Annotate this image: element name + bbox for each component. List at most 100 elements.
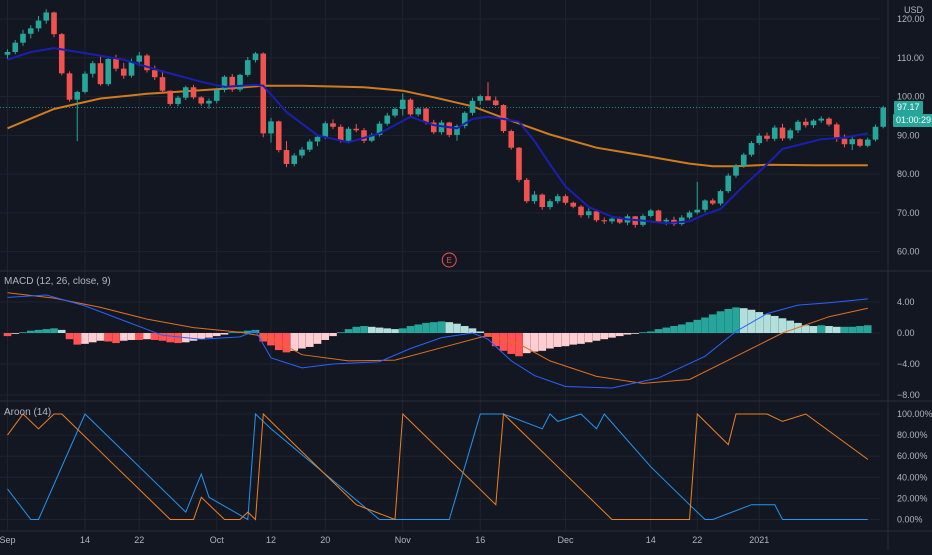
macd-histogram-bar	[282, 333, 291, 353]
macd-histogram-bar	[158, 333, 167, 341]
candle-body	[260, 53, 267, 134]
candle-body	[120, 68, 127, 76]
candle-body	[268, 121, 274, 134]
macd-histogram-bar	[577, 333, 585, 344]
candle	[237, 73, 243, 92]
candle	[89, 60, 96, 78]
candle-body	[795, 121, 801, 131]
candle-body	[810, 120, 817, 126]
aroon-up-line	[7, 412, 869, 521]
candle-body	[159, 77, 166, 91]
macd-histogram-bar	[305, 333, 314, 347]
macd-pane-label[interactable]: MACD (12, 26, close, 9)	[4, 276, 111, 287]
macd-histogram-bar	[460, 326, 469, 333]
macd-histogram-bar	[437, 321, 446, 333]
candle-body	[252, 53, 259, 61]
candle-body	[554, 196, 561, 202]
candle	[66, 71, 73, 102]
aroon-down-line	[7, 412, 868, 521]
time-tick-label: 2021	[749, 535, 769, 545]
macd-histogram-bar	[778, 318, 787, 333]
candle-body	[430, 122, 437, 133]
candle	[756, 133, 763, 146]
macd-histogram-bar	[391, 329, 399, 333]
macd-histogram-bar	[832, 326, 841, 333]
candle	[51, 11, 57, 38]
candle-body	[562, 196, 569, 203]
candle-body	[306, 141, 313, 150]
candle-body	[454, 126, 460, 135]
macd-histogram-bar	[685, 322, 694, 333]
candle-body	[717, 191, 724, 204]
candle	[299, 146, 305, 159]
macd-histogram-bar	[81, 333, 89, 344]
candle-body	[314, 136, 321, 142]
macd-histogram-bar	[507, 333, 516, 354]
macd-histogram-bar	[429, 322, 438, 333]
time-tick-label: Sep	[0, 535, 16, 545]
price-tick-label: 70.00	[897, 208, 920, 218]
candle-body	[244, 60, 251, 75]
macd-histogram-bar	[150, 333, 159, 340]
candle-body	[849, 139, 856, 145]
candle	[694, 181, 701, 215]
candle-body	[376, 123, 383, 135]
candle-body	[523, 179, 530, 202]
macd-histogram-bar	[631, 333, 640, 334]
candle	[27, 25, 34, 39]
candle-body	[330, 123, 336, 127]
candle	[35, 15, 42, 32]
macd-histogram-bar	[143, 333, 151, 340]
candle-body	[585, 211, 592, 216]
candle	[213, 87, 220, 104]
candle	[446, 121, 453, 138]
macd-histogram-bar	[546, 333, 554, 349]
candle	[221, 75, 228, 93]
candle	[764, 132, 770, 142]
candle-body	[663, 219, 670, 222]
candle	[872, 124, 879, 142]
candle	[244, 57, 251, 77]
candle-body	[864, 139, 871, 146]
candle-body	[58, 34, 65, 74]
candle	[345, 126, 352, 144]
candle	[601, 217, 608, 225]
macd-histogram-bar	[298, 333, 306, 349]
macd-signal-line	[7, 292, 868, 384]
macd-histogram-bar	[259, 333, 268, 342]
candle-body	[221, 76, 228, 90]
macd-histogram-bar	[538, 333, 547, 351]
candle-body	[407, 99, 414, 115]
macd-histogram-bar	[329, 333, 337, 337]
aroon-layer	[7, 412, 869, 521]
aroon-pane-label[interactable]: Aroon (14)	[4, 407, 52, 418]
macd-histogram-bar	[476, 331, 485, 333]
macd-histogram-bar	[770, 315, 779, 333]
currency-label: USD	[904, 5, 924, 15]
candle	[407, 98, 414, 117]
candle	[554, 193, 561, 204]
time-tick-label: 16	[475, 535, 485, 545]
macd-histogram-bar	[755, 312, 764, 333]
candle	[58, 32, 65, 76]
candle-body	[616, 218, 623, 223]
candle-body	[655, 210, 662, 222]
macd-histogram-bar	[375, 327, 384, 333]
candle-body	[384, 115, 391, 124]
candle-body	[833, 124, 840, 139]
macd-tick-label: 0.00	[897, 328, 915, 338]
candle	[120, 62, 127, 79]
time-tick-label: Nov	[395, 535, 412, 545]
candle-body	[601, 220, 608, 222]
candle-body	[368, 134, 375, 141]
candle-body	[423, 108, 429, 123]
candle-body	[144, 55, 150, 71]
macd-histogram-bar	[569, 333, 578, 345]
candle	[787, 128, 794, 141]
candle	[810, 119, 817, 128]
macd-histogram-bar	[453, 323, 461, 333]
candle-body	[136, 55, 143, 62]
candle-body	[97, 63, 104, 85]
